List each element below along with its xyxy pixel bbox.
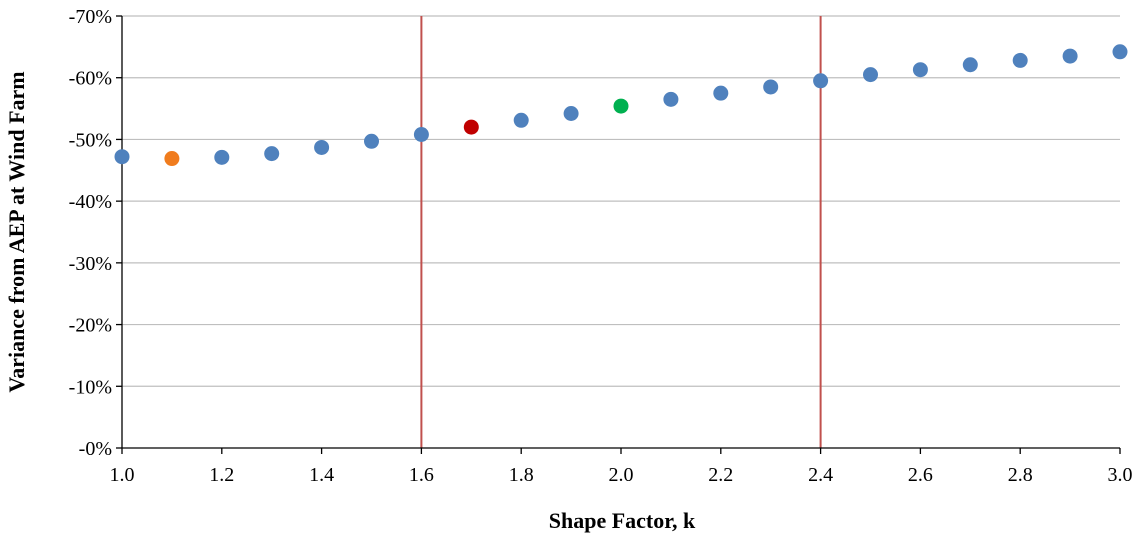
x-tick-label-5: 2.0 — [609, 464, 634, 486]
x-tick-label-4: 1.8 — [509, 464, 534, 486]
data-point-16 — [912, 62, 928, 78]
data-point-17 — [962, 57, 978, 73]
reference-lines — [420, 16, 822, 448]
x-tick-label-9: 2.8 — [1008, 464, 1033, 486]
x-tick-label-0: 1.0 — [110, 464, 135, 486]
data-point-18 — [1012, 52, 1028, 68]
data-point-7 — [463, 119, 479, 135]
y-tick-labels: -0% -10% -20% -30% -40% -50% -60% -70% — [69, 6, 112, 460]
data-point-4 — [314, 139, 330, 155]
data-point-9 — [563, 106, 579, 122]
y-tick-label-7: -70% — [69, 6, 112, 28]
y-tick-label-1: -10% — [69, 376, 112, 398]
data-point-10 — [613, 98, 629, 114]
grid-lines — [122, 15, 1120, 387]
data-point-13 — [763, 79, 779, 95]
data-point-20 — [1112, 44, 1128, 60]
x-tick-label-2: 1.4 — [309, 464, 334, 486]
x-tick-label-1: 1.2 — [209, 464, 234, 486]
data-point-6 — [413, 126, 429, 142]
data-point-15 — [863, 67, 878, 83]
data-point-8 — [513, 112, 529, 128]
x-tick-label-3: 1.6 — [409, 464, 434, 486]
x-tick-label-6: 2.2 — [708, 464, 733, 486]
y-tick-label-2: -20% — [69, 315, 112, 337]
x-tick-labels: 1.0 1.2 1.4 1.6 1.8 2.0 2.2 2.4 2.6 2.8 3.0 — [110, 464, 1133, 486]
data-point-19 — [1062, 48, 1078, 64]
y-tick-label-6: -60% — [69, 68, 112, 90]
x-axis-title: Shape Factor, k — [549, 508, 696, 533]
x-tick-label-7: 2.4 — [808, 464, 833, 486]
data-point-2 — [214, 149, 230, 165]
data-point-1 — [164, 151, 180, 167]
y-tick-label-4: -40% — [69, 191, 112, 213]
data-point-11 — [663, 91, 679, 107]
y-tick-label-5: -50% — [69, 129, 112, 151]
data-point-5 — [364, 133, 379, 149]
data-points — [114, 44, 1128, 167]
y-axis-title: Variance from AEP at Wind Farm — [4, 71, 29, 392]
x-tick-label-8: 2.6 — [908, 464, 933, 486]
data-point-14 — [813, 73, 829, 89]
data-point-0 — [114, 149, 130, 165]
data-point-12 — [713, 85, 729, 101]
data-point-3 — [264, 146, 280, 162]
x-tick-label-10: 3.0 — [1108, 464, 1133, 486]
axes — [116, 15, 1121, 454]
y-tick-label-0: -0% — [79, 438, 112, 460]
y-tick-label-3: -30% — [69, 253, 112, 275]
